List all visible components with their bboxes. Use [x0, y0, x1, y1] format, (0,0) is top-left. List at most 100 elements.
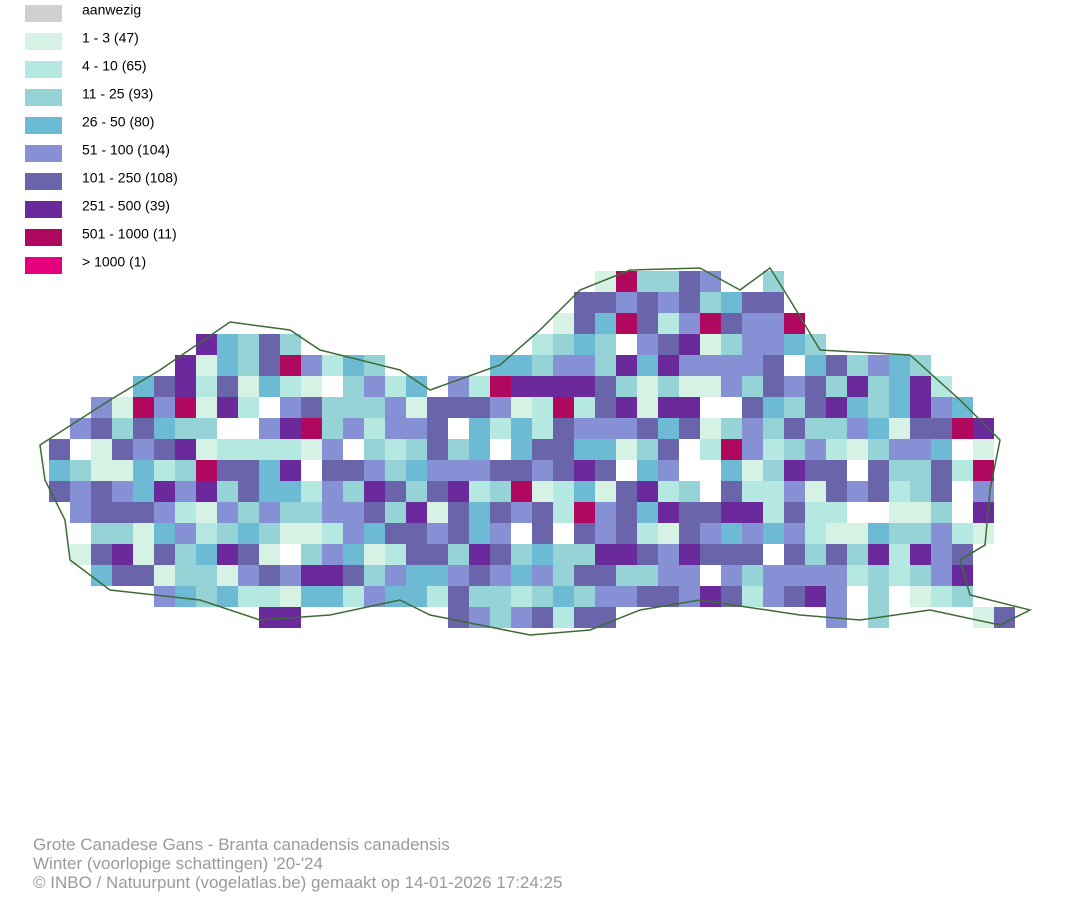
grid-cell	[637, 502, 658, 523]
grid-cell	[532, 481, 553, 502]
grid-cell	[364, 481, 385, 502]
grid-cell	[742, 397, 763, 418]
grid-cell	[721, 502, 742, 523]
grid-cell	[469, 565, 490, 586]
grid-cell	[889, 544, 910, 565]
grid-cell	[490, 523, 511, 544]
grid-cell	[385, 418, 406, 439]
grid-cell	[175, 439, 196, 460]
grid-cell	[637, 523, 658, 544]
grid-cell	[679, 418, 700, 439]
grid-cell	[553, 544, 574, 565]
grid-cell	[721, 418, 742, 439]
grid-cell	[217, 439, 238, 460]
grid-cell	[952, 565, 973, 586]
grid-cell	[574, 439, 595, 460]
grid-cell	[826, 544, 847, 565]
grid-cell	[91, 544, 112, 565]
grid-cell	[742, 544, 763, 565]
grid-cell	[763, 376, 784, 397]
grid-cell	[406, 544, 427, 565]
grid-cell	[154, 523, 175, 544]
grid-cell	[217, 544, 238, 565]
grid-cell	[238, 502, 259, 523]
grid-cell	[490, 418, 511, 439]
legend: aanwezig 1 - 3 (47) 4 - 10 (65) 11 - 25 (93…	[25, 2, 178, 274]
grid-cell	[721, 292, 742, 313]
grid-cell	[721, 439, 742, 460]
grid-cell	[469, 502, 490, 523]
grid-cell	[574, 460, 595, 481]
grid-cell	[301, 565, 322, 586]
grid-cell	[595, 502, 616, 523]
grid-cell	[616, 292, 637, 313]
grid-cell	[196, 439, 217, 460]
grid-cell	[511, 607, 532, 628]
grid-cell	[637, 544, 658, 565]
grid-cell	[616, 586, 637, 607]
grid-cell	[952, 523, 973, 544]
grid-cell	[889, 376, 910, 397]
grid-cell	[91, 523, 112, 544]
grid-cell	[742, 376, 763, 397]
grid-cell	[280, 376, 301, 397]
grid-cell	[70, 481, 91, 502]
grid-cell	[574, 586, 595, 607]
grid-cell	[889, 397, 910, 418]
grid-cell	[763, 355, 784, 376]
legend-swatch	[25, 89, 62, 106]
grid-cell	[826, 418, 847, 439]
grid-cell	[658, 565, 679, 586]
grid-cell	[280, 418, 301, 439]
grid-cell	[175, 376, 196, 397]
grid-cell	[217, 481, 238, 502]
grid-cell	[763, 271, 784, 292]
grid-cell	[406, 523, 427, 544]
grid-cell	[721, 481, 742, 502]
grid-cell	[826, 397, 847, 418]
grid-cell	[679, 565, 700, 586]
grid-cell	[889, 439, 910, 460]
footer-line: Winter (voorlopige schattingen) '20-'24	[33, 854, 323, 873]
grid-cell	[322, 544, 343, 565]
grid-cell	[280, 397, 301, 418]
grid-cell	[511, 481, 532, 502]
grid-cell	[679, 481, 700, 502]
footer: Grote Canadese Gans - Branta canadensis …	[33, 835, 562, 892]
grid-cell	[427, 544, 448, 565]
grid-cell	[658, 271, 679, 292]
grid-cell	[385, 523, 406, 544]
grid-cell	[784, 376, 805, 397]
grid-cell	[889, 565, 910, 586]
grid-cell	[973, 460, 994, 481]
grid-cell	[532, 355, 553, 376]
grid-cell	[154, 502, 175, 523]
grid-cell	[595, 565, 616, 586]
grid-cell	[259, 481, 280, 502]
grid-cell	[784, 586, 805, 607]
legend-label: 1 - 3 (47)	[82, 30, 139, 46]
legend-label: 26 - 50 (80)	[82, 114, 154, 130]
grid-cell	[868, 397, 889, 418]
grid-cell	[931, 460, 952, 481]
grid-cell	[679, 355, 700, 376]
grid-cell	[49, 460, 70, 481]
grid-cell	[784, 502, 805, 523]
grid-cell	[91, 418, 112, 439]
grid-cell	[889, 460, 910, 481]
legend-swatch	[25, 201, 62, 218]
grid-cell	[301, 418, 322, 439]
grid-cell	[679, 334, 700, 355]
grid-cell	[805, 397, 826, 418]
grid-cell	[847, 523, 868, 544]
grid-cell	[679, 271, 700, 292]
grid-cell	[532, 376, 553, 397]
grid-cell	[343, 565, 364, 586]
grid-cell	[553, 376, 574, 397]
grid-cell	[931, 565, 952, 586]
grid-cell	[70, 544, 91, 565]
grid-cell	[553, 481, 574, 502]
grid-cell	[490, 481, 511, 502]
grid-cell	[616, 502, 637, 523]
grid-cell	[952, 544, 973, 565]
